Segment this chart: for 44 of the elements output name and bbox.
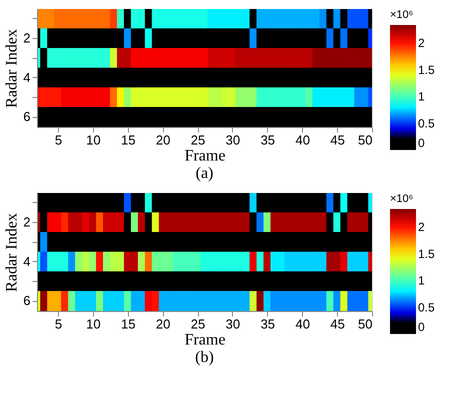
x-tick-label: 20	[156, 316, 170, 332]
x-tick-label: 5	[54, 132, 62, 148]
color-bar-title: ×10⁶	[390, 9, 414, 21]
y-tick-label: 2	[23, 30, 30, 46]
x-tick-label: 50	[358, 316, 372, 332]
x-tick-label: 20	[156, 132, 170, 148]
x-tick-label: 45	[330, 316, 345, 332]
color-bar-label: 2	[418, 36, 425, 50]
color-bar-label: 0.5	[418, 116, 436, 130]
x-tick-label: 35	[260, 316, 276, 332]
x-tick-label: 40	[295, 316, 310, 332]
x-tick-label: 35	[260, 132, 276, 148]
y-tick-label: 2	[23, 214, 30, 230]
y-axis-title: Radar Index	[3, 213, 20, 292]
x-tick-label: 40	[295, 132, 310, 148]
color-bar-label: 1.5	[418, 62, 436, 77]
x-axis-title: Frame	[184, 332, 226, 348]
y-axis-title: Radar Index	[3, 29, 20, 108]
x-tick-label: 45	[330, 132, 345, 148]
x-tick-label: 25	[190, 132, 206, 148]
x-tick-label: 30	[226, 132, 240, 148]
color-bar-title: ×10⁶	[390, 193, 414, 205]
y-tick-label: 6	[23, 109, 30, 124]
y-tick-label: 6	[23, 293, 30, 308]
x-axis-title: Frame	[184, 148, 226, 164]
x-tick-label: 15	[120, 316, 136, 332]
x-tick-label: 30	[226, 316, 240, 332]
y-tick-label: 4	[23, 254, 30, 269]
text: (b)	[195, 349, 214, 366]
x-tick-label: 50	[358, 132, 372, 148]
color-bar-label: 1.5	[418, 246, 436, 261]
x-tick-label: 15	[120, 132, 136, 148]
color-bar-label: 1	[418, 274, 425, 288]
color-bar-label: 1	[418, 90, 425, 104]
x-tick-label: 25	[190, 316, 206, 332]
y-tick-label: 4	[23, 70, 30, 85]
x-tick-label: 5	[54, 316, 62, 332]
color-bar-label: 2	[418, 220, 425, 234]
x-tick-label: 10	[86, 316, 101, 332]
color-bar-label: 0	[418, 136, 425, 150]
color-bar-label: 0	[418, 320, 425, 334]
color-bar-label: 0.5	[418, 300, 436, 314]
x-tick-label: 10	[86, 132, 101, 148]
text: (a)	[196, 165, 214, 182]
